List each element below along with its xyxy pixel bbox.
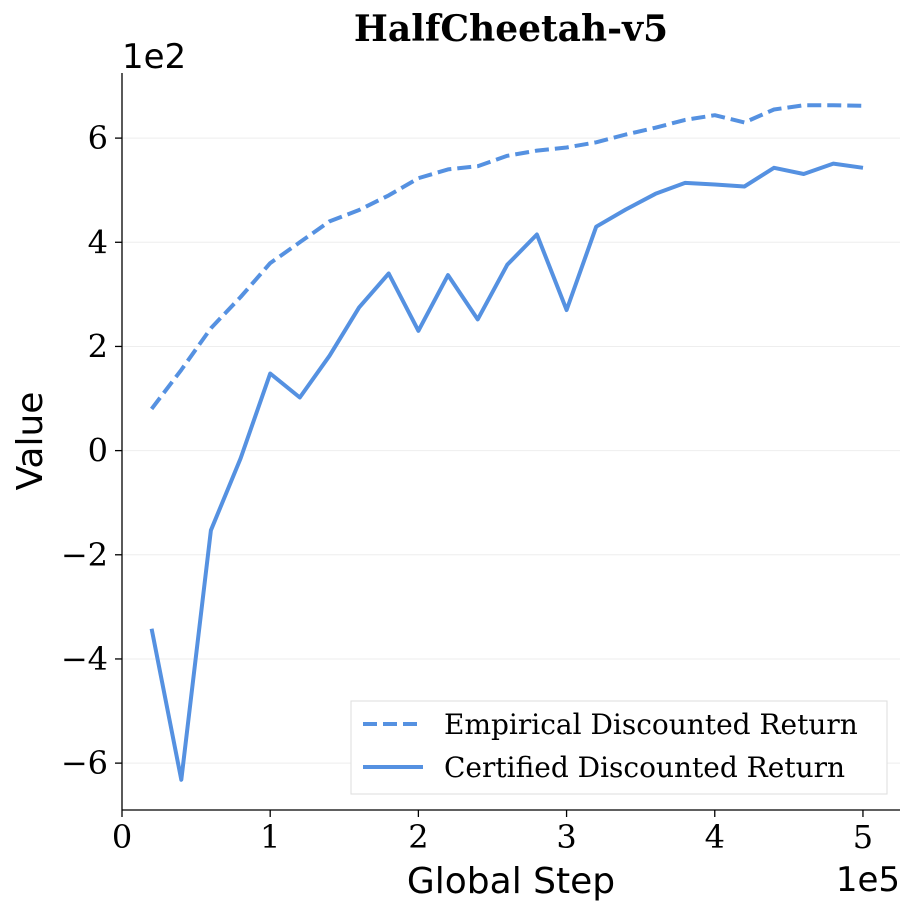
legend-box <box>350 700 888 795</box>
y-tick-label: 4 <box>88 223 108 261</box>
x-tick-label: 4 <box>705 818 725 856</box>
series-lines <box>149 103 864 782</box>
grid-lines <box>122 137 900 764</box>
y-tick-label: −4 <box>61 640 108 678</box>
legend-label-certified: Certified Discounted Return <box>444 751 845 784</box>
x-offset-label: 1e5 <box>836 860 900 900</box>
y-offset-label: 1e2 <box>122 37 186 77</box>
y-tick-label: −6 <box>61 744 108 782</box>
x-tick-label: 1 <box>260 818 280 856</box>
series-line-empirical <box>150 103 864 411</box>
x-tick-label: 3 <box>556 818 576 856</box>
x-tick-label: 0 <box>112 818 132 856</box>
ticks: −6 −4 −2 0 2 4 6 0 1 2 3 4 5 <box>61 119 873 856</box>
y-tick-label: −2 <box>61 536 108 574</box>
legend: Empirical Discounted Return Certified Di… <box>350 700 888 795</box>
x-tick-label: 5 <box>853 818 873 856</box>
y-axis-label: Value <box>10 392 51 491</box>
chart-title: HalfCheetah-v5 <box>354 8 668 50</box>
x-axis-label: Global Step <box>407 861 615 902</box>
legend-label-empirical: Empirical Discounted Return <box>444 708 858 741</box>
y-tick-label: 0 <box>88 432 108 470</box>
y-tick-label: 6 <box>88 119 108 157</box>
series-line-certified <box>149 161 864 782</box>
x-tick-label: 2 <box>408 818 428 856</box>
axes <box>121 73 900 811</box>
y-tick-label: 2 <box>88 327 108 365</box>
